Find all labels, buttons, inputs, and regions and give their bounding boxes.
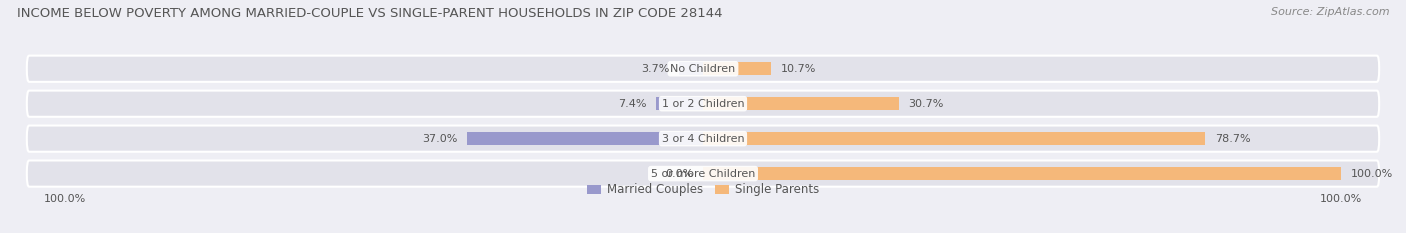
Text: 7.4%: 7.4%: [617, 99, 647, 109]
Text: No Children: No Children: [671, 64, 735, 74]
Bar: [703, 97, 898, 110]
FancyBboxPatch shape: [27, 126, 1379, 152]
Text: Source: ZipAtlas.com: Source: ZipAtlas.com: [1271, 7, 1389, 17]
Text: 100.0%: 100.0%: [1351, 169, 1393, 178]
Text: 5 or more Children: 5 or more Children: [651, 169, 755, 178]
Bar: [655, 97, 703, 110]
Text: INCOME BELOW POVERTY AMONG MARRIED-COUPLE VS SINGLE-PARENT HOUSEHOLDS IN ZIP COD: INCOME BELOW POVERTY AMONG MARRIED-COUPL…: [17, 7, 723, 20]
FancyBboxPatch shape: [27, 56, 1379, 82]
Bar: [467, 132, 703, 145]
Text: 78.7%: 78.7%: [1215, 134, 1250, 144]
Text: 37.0%: 37.0%: [422, 134, 457, 144]
Text: 3.7%: 3.7%: [641, 64, 669, 74]
Text: 0.0%: 0.0%: [665, 169, 693, 178]
Bar: [703, 62, 772, 75]
Text: 30.7%: 30.7%: [908, 99, 943, 109]
Text: 1 or 2 Children: 1 or 2 Children: [662, 99, 744, 109]
Bar: [703, 132, 1205, 145]
Text: 10.7%: 10.7%: [780, 64, 817, 74]
Bar: [703, 167, 1341, 180]
FancyBboxPatch shape: [27, 161, 1379, 187]
Text: 3 or 4 Children: 3 or 4 Children: [662, 134, 744, 144]
Bar: [679, 62, 703, 75]
Legend: Married Couples, Single Parents: Married Couples, Single Parents: [586, 183, 820, 196]
FancyBboxPatch shape: [27, 91, 1379, 117]
